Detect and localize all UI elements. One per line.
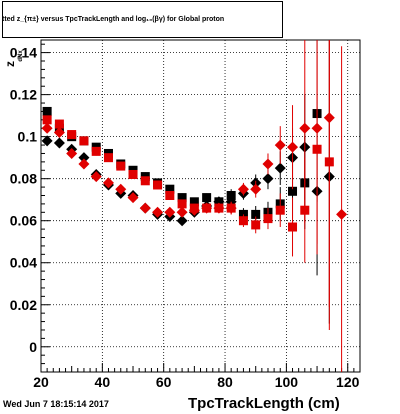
data-point-square bbox=[42, 115, 52, 125]
data-point-diamond bbox=[41, 135, 53, 147]
data-point-diamond bbox=[127, 192, 139, 204]
data-point-diamond bbox=[164, 206, 176, 218]
data-point-square bbox=[177, 193, 187, 203]
data-point-diamond bbox=[311, 122, 323, 134]
data-point-diamond bbox=[139, 202, 151, 214]
data-point-square bbox=[263, 214, 273, 224]
y-tick-label: 0.08 bbox=[10, 171, 37, 187]
date-stamp: Wed Jun 7 18:15:14 2017 bbox=[3, 399, 109, 409]
y-axis-title: z bbox=[3, 61, 17, 67]
data-point-square bbox=[165, 190, 175, 200]
plot-frame bbox=[40, 39, 361, 373]
data-point-square bbox=[54, 119, 64, 129]
data-point-square bbox=[67, 130, 77, 140]
data-point-diamond bbox=[41, 122, 53, 134]
data-point-diamond bbox=[102, 177, 114, 189]
x-tick-label: 20 bbox=[33, 374, 49, 390]
y-axis-title-sub: dNx bbox=[18, 50, 24, 62]
data-point-square bbox=[79, 136, 89, 146]
data-point-diamond bbox=[53, 137, 65, 149]
data-point-diamond bbox=[274, 139, 286, 151]
data-point-diamond bbox=[152, 206, 164, 218]
data-point-diamond bbox=[262, 158, 274, 170]
data-point-square bbox=[189, 197, 199, 207]
data-point-diamond bbox=[262, 173, 274, 185]
data-point-diamond bbox=[201, 202, 213, 214]
x-tick-label: 40 bbox=[95, 374, 111, 390]
data-point-square bbox=[140, 176, 150, 186]
data-point-diamond bbox=[53, 126, 65, 138]
data-point-diamond bbox=[176, 206, 188, 218]
data-point-diamond bbox=[225, 202, 237, 214]
data-point-diamond bbox=[188, 204, 200, 216]
data-point-square bbox=[177, 199, 187, 209]
data-point-square bbox=[202, 193, 212, 203]
data-point-diamond bbox=[299, 122, 311, 134]
data-point-diamond bbox=[237, 183, 249, 195]
data-point-square bbox=[288, 222, 298, 232]
x-tick-label: 100 bbox=[275, 374, 299, 390]
data-point-square bbox=[165, 184, 175, 194]
x-tick-label: 60 bbox=[156, 374, 172, 390]
data-point-square bbox=[91, 146, 101, 156]
data-point-diamond bbox=[213, 202, 225, 214]
data-point-diamond bbox=[274, 162, 286, 174]
data-point-square bbox=[116, 161, 126, 171]
y-tick-label: 0.14 bbox=[10, 45, 37, 61]
data-point-diamond bbox=[176, 215, 188, 227]
x-tick-label: 120 bbox=[336, 374, 360, 390]
data-point-diamond bbox=[323, 112, 335, 124]
data-point-square bbox=[251, 220, 261, 230]
chart-title: tted z_{π±} versus TpcTrackLength and lo… bbox=[2, 16, 225, 23]
data-point-square bbox=[251, 209, 261, 219]
x-tick-label: 80 bbox=[217, 374, 233, 390]
y-tick-label: 0 bbox=[29, 339, 37, 355]
data-point-diamond bbox=[78, 152, 90, 164]
data-point-square bbox=[275, 205, 285, 215]
data-point-square bbox=[238, 216, 248, 226]
data-point-diamond bbox=[250, 183, 262, 195]
data-point-square bbox=[42, 106, 52, 116]
y-tick-label: 0.06 bbox=[10, 213, 37, 229]
data-point-square bbox=[153, 180, 163, 190]
data-point-square bbox=[288, 186, 298, 196]
y-tick-label: 0.02 bbox=[10, 297, 37, 313]
data-point-diamond bbox=[66, 147, 78, 159]
data-point-diamond bbox=[336, 208, 348, 220]
y-tick-label: 0.1 bbox=[18, 129, 38, 145]
chart-title-box: tted z_{π±} versus TpcTrackLength and lo… bbox=[2, 1, 283, 38]
data-point-diamond bbox=[287, 141, 299, 153]
y-tick-label: 0.04 bbox=[10, 255, 37, 271]
x-axis-title: TpcTrackLength (cm) bbox=[188, 395, 340, 412]
y-tick-label: 0.12 bbox=[10, 87, 37, 103]
data-point-diamond bbox=[115, 183, 127, 195]
data-layer bbox=[41, 40, 348, 372]
data-point-square bbox=[103, 153, 113, 163]
data-point-diamond bbox=[90, 171, 102, 183]
data-point-square bbox=[128, 169, 138, 179]
data-point-diamond bbox=[78, 158, 90, 170]
